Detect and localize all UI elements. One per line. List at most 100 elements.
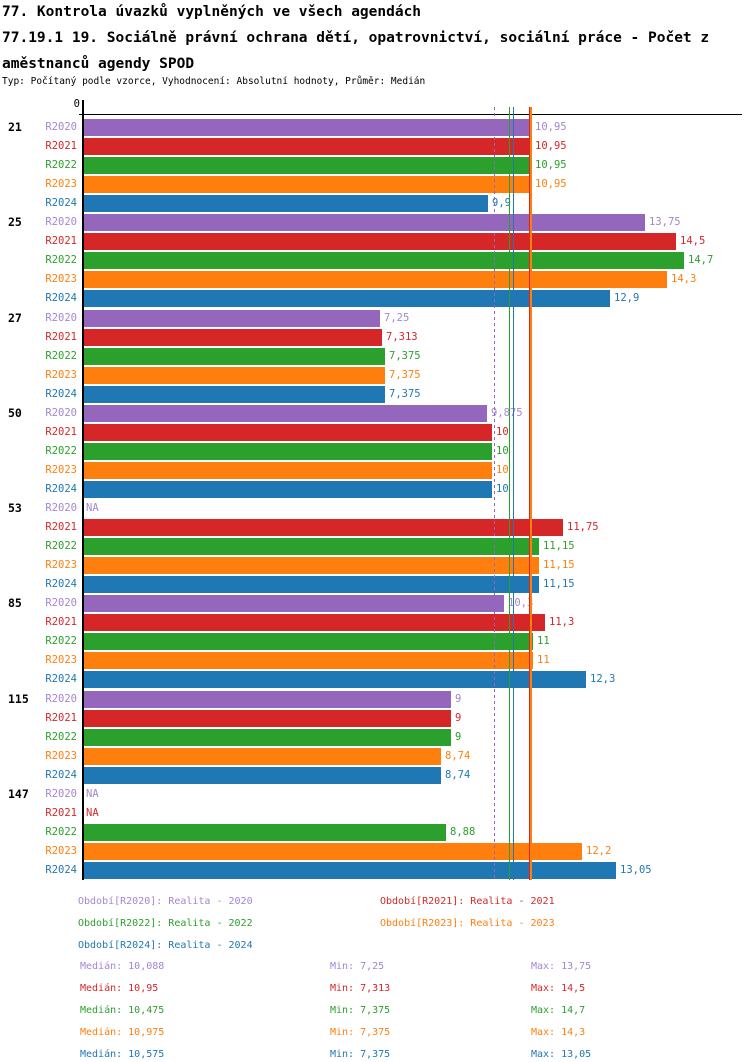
bar-value-label: 11,15 bbox=[543, 559, 575, 571]
bar-value-label: 7,375 bbox=[389, 388, 421, 400]
chart-bar bbox=[84, 595, 504, 612]
min-stat-R2020: Min: 7,25 bbox=[330, 961, 385, 972]
year-label: R2023 bbox=[45, 654, 77, 666]
year-label: R2024 bbox=[45, 769, 77, 781]
group-label: 53 bbox=[8, 501, 22, 515]
bar-value-label: 9 bbox=[455, 712, 462, 724]
report-subtitle: Typ: Počítaný podle vzorce, Vyhodnocení:… bbox=[2, 76, 426, 87]
chart-bar bbox=[84, 538, 539, 555]
bar-value-label: 11,15 bbox=[543, 540, 575, 552]
x-axis-line bbox=[79, 114, 742, 115]
chart-bar bbox=[84, 386, 385, 403]
median-stat-R2021: Medián: 10,95 bbox=[80, 983, 159, 994]
year-label: R2023 bbox=[45, 559, 77, 571]
group-label: 21 bbox=[8, 120, 22, 134]
chart-bar bbox=[84, 671, 586, 688]
chart-bar bbox=[84, 367, 385, 384]
chart-bar bbox=[84, 767, 441, 784]
chart-bar bbox=[84, 481, 492, 498]
chart-bar bbox=[84, 290, 610, 307]
chart-bar bbox=[84, 633, 533, 650]
report-title-line2: 77.19.1 19. Sociálně právní ochrana dětí… bbox=[2, 30, 710, 46]
min-stat-R2024: Min: 7,375 bbox=[330, 1049, 391, 1060]
median-line-R2020 bbox=[494, 107, 495, 880]
missing-value-label: NA bbox=[86, 788, 99, 800]
median-stat-R2020: Medián: 10,088 bbox=[80, 961, 165, 972]
chart-bar bbox=[84, 557, 539, 574]
bar-value-label: 10 bbox=[496, 483, 509, 495]
bar-value-label: 10,95 bbox=[535, 159, 567, 171]
group-label: 85 bbox=[8, 596, 22, 610]
chart-bar bbox=[84, 652, 533, 669]
chart-bar bbox=[84, 691, 451, 708]
group-label: 115 bbox=[8, 692, 29, 706]
bar-value-label: 12,3 bbox=[590, 673, 616, 685]
bar-value-label: 14,5 bbox=[680, 235, 706, 247]
bar-value-label: 10 bbox=[496, 445, 509, 457]
chart-bar bbox=[84, 310, 380, 327]
year-label: R2021 bbox=[45, 807, 77, 819]
median-stat-R2022: Medián: 10,475 bbox=[80, 1005, 165, 1016]
missing-value-label: NA bbox=[86, 807, 99, 819]
year-label: R2021 bbox=[45, 140, 77, 152]
chart-bar bbox=[84, 252, 684, 269]
bar-value-label: 9 bbox=[455, 731, 462, 743]
year-label: R2020 bbox=[45, 788, 77, 800]
chart-bar bbox=[84, 576, 539, 593]
bar-value-label: 9 bbox=[455, 693, 462, 705]
bar-value-label: 11,3 bbox=[549, 616, 575, 628]
year-label: R2020 bbox=[45, 407, 77, 419]
year-label: R2023 bbox=[45, 750, 77, 762]
chart-bar bbox=[84, 157, 531, 174]
year-label: R2022 bbox=[45, 350, 77, 362]
group-label: 25 bbox=[8, 215, 22, 229]
chart-bar bbox=[84, 748, 441, 765]
year-label: R2020 bbox=[45, 121, 77, 133]
bar-value-label: 10,95 bbox=[535, 140, 567, 152]
bar-value-label: 12,2 bbox=[586, 845, 612, 857]
legend-item-R2021: Období[R2021]: Realita - 2021 bbox=[380, 896, 555, 907]
missing-value-label: NA bbox=[86, 502, 99, 514]
year-label: R2021 bbox=[45, 331, 77, 343]
chart-bar bbox=[84, 348, 385, 365]
chart-bar bbox=[84, 519, 563, 536]
group-label: 50 bbox=[8, 406, 22, 420]
chart-bar bbox=[84, 824, 446, 841]
group-label: 27 bbox=[8, 311, 22, 325]
chart-bar bbox=[84, 729, 451, 746]
legend-item-R2020: Období[R2020]: Realita - 2020 bbox=[78, 896, 253, 907]
chart-bar bbox=[84, 271, 667, 288]
bar-value-label: 9,9 bbox=[492, 197, 511, 209]
year-label: R2023 bbox=[45, 178, 77, 190]
chart-bar bbox=[84, 329, 382, 346]
chart-bar bbox=[84, 233, 676, 250]
year-label: R2022 bbox=[45, 731, 77, 743]
min-stat-R2021: Min: 7,313 bbox=[330, 983, 391, 994]
chart-bar bbox=[84, 405, 487, 422]
group-label: 147 bbox=[8, 787, 29, 801]
year-label: R2020 bbox=[45, 502, 77, 514]
year-label: R2020 bbox=[45, 312, 77, 324]
chart-bar bbox=[84, 443, 492, 460]
max-stat-R2021: Max: 14,5 bbox=[531, 983, 586, 994]
year-label: R2021 bbox=[45, 426, 77, 438]
year-label: R2023 bbox=[45, 464, 77, 476]
year-label: R2021 bbox=[45, 235, 77, 247]
bar-value-label: 13,75 bbox=[649, 216, 681, 228]
legend-item-R2022: Období[R2022]: Realita - 2022 bbox=[78, 918, 253, 929]
y-axis-line bbox=[82, 100, 84, 880]
year-label: R2024 bbox=[45, 864, 77, 876]
bar-value-label: 11,15 bbox=[543, 578, 575, 590]
chart-bar bbox=[84, 195, 488, 212]
bar-value-label: 7,25 bbox=[384, 312, 410, 324]
median-stat-R2023: Medián: 10,975 bbox=[80, 1027, 165, 1038]
year-label: R2021 bbox=[45, 521, 77, 533]
chart-bar bbox=[84, 710, 451, 727]
bar-value-label: 9,875 bbox=[491, 407, 523, 419]
bar-value-label: 12,9 bbox=[614, 292, 640, 304]
bar-value-label: 14,3 bbox=[671, 273, 697, 285]
year-label: R2024 bbox=[45, 578, 77, 590]
